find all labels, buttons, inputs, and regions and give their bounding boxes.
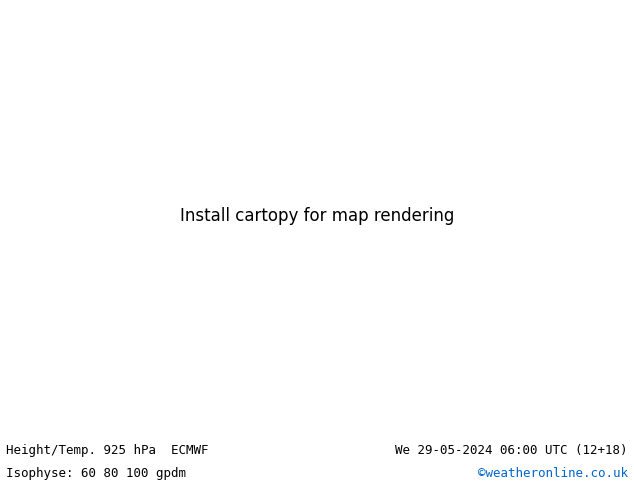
Text: Isophyse: 60 80 100 gpdm: Isophyse: 60 80 100 gpdm (6, 466, 186, 480)
Text: Height/Temp. 925 hPa  ECMWF: Height/Temp. 925 hPa ECMWF (6, 444, 209, 457)
Text: Install cartopy for map rendering: Install cartopy for map rendering (180, 207, 454, 225)
Text: We 29-05-2024 06:00 UTC (12+18): We 29-05-2024 06:00 UTC (12+18) (395, 444, 628, 457)
Text: ©weatheronline.co.uk: ©weatheronline.co.uk (477, 466, 628, 480)
